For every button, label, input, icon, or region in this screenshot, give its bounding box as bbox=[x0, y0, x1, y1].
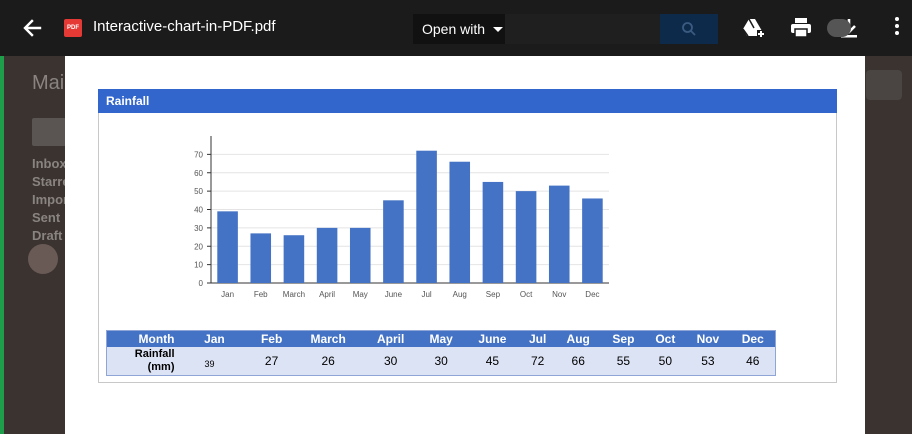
month-column-header: Jul bbox=[520, 330, 555, 347]
rainfall-row-label: Rainfall (mm) bbox=[106, 346, 179, 376]
open-with-button[interactable]: Open with bbox=[413, 14, 505, 44]
month-column-header: Dec bbox=[730, 330, 776, 347]
table-row: Rainfall (mm) 39 27 26 30 30 45 72 66 55 50 53 46 bbox=[106, 346, 776, 376]
background-nav-item: Impor bbox=[32, 192, 69, 207]
search-button[interactable] bbox=[660, 14, 718, 44]
y-tick-label: 70 bbox=[194, 150, 203, 159]
month-column-header: Sep bbox=[601, 330, 646, 347]
rainfall-header: Rainfall bbox=[98, 89, 837, 113]
rainfall-value-cell: 26 bbox=[292, 346, 364, 376]
month-column-header: Jan bbox=[178, 330, 251, 347]
x-tick-label: Dec bbox=[585, 290, 599, 299]
open-with-label: Open with bbox=[422, 21, 486, 37]
x-tick-label: Feb bbox=[254, 290, 268, 299]
background-nav-item: Draft bbox=[32, 228, 63, 243]
chart-container bbox=[98, 113, 837, 383]
rainfall-value-cell: 50 bbox=[645, 346, 686, 376]
bar-may bbox=[349, 227, 371, 283]
x-tick-label: Aug bbox=[453, 290, 467, 299]
table-header-row: Month Jan Feb March April May June Jul Aug Sep Oc… bbox=[106, 330, 776, 347]
rainfall-value-cell: 39 bbox=[178, 346, 251, 376]
search-icon bbox=[682, 22, 696, 36]
month-column-header: Aug bbox=[554, 330, 602, 347]
bar-nov bbox=[548, 185, 570, 283]
background-toggle bbox=[827, 19, 851, 37]
background-settings-icon bbox=[866, 70, 902, 100]
rainfall-value-cell: 27 bbox=[250, 346, 293, 376]
x-tick-label: Nov bbox=[552, 290, 566, 299]
back-arrow-icon[interactable] bbox=[18, 14, 48, 42]
rainfall-row-label-line1: Rainfall bbox=[134, 347, 175, 360]
search-input[interactable] bbox=[505, 14, 660, 44]
bar-april bbox=[316, 227, 338, 283]
bar-jul bbox=[416, 150, 437, 283]
bar-march bbox=[283, 235, 305, 283]
viewer-toolbar: PDF Interactive-chart-in-PDF.pdf Open wi… bbox=[0, 0, 912, 56]
month-header: Month bbox=[106, 330, 179, 347]
y-tick-label: 50 bbox=[194, 187, 203, 196]
x-tick-label: April bbox=[319, 290, 335, 299]
x-tick-label: March bbox=[283, 290, 305, 299]
file-name: Interactive-chart-in-PDF.pdf bbox=[93, 18, 276, 35]
background-avatar bbox=[28, 244, 58, 274]
rainfall-value-cell: 66 bbox=[554, 346, 602, 376]
bar-oct bbox=[515, 191, 537, 283]
x-tick-label: Sep bbox=[486, 290, 501, 299]
rainfall-value-cell: 45 bbox=[464, 346, 521, 376]
rainfall-bar-chart: 0 10 20 30 40 50 60 70 Jan Feb March April May June Ju… bbox=[194, 136, 609, 299]
bar-feb bbox=[250, 233, 272, 283]
rainfall-value-cell: 53 bbox=[685, 346, 731, 376]
rainfall-value-cell: 55 bbox=[601, 346, 646, 376]
rainfall-value-cell: 30 bbox=[417, 346, 465, 376]
background-nav-item: Starre bbox=[32, 174, 70, 189]
chevron-down-icon bbox=[493, 26, 504, 32]
y-tick-label: 60 bbox=[194, 169, 203, 178]
rainfall-row-label-line2: (mm) bbox=[147, 360, 175, 373]
month-column-header: April bbox=[363, 330, 418, 347]
month-column-header: March bbox=[292, 330, 364, 347]
rainfall-value-cell: 72 bbox=[520, 346, 555, 376]
background-nav-item: Inbox bbox=[32, 156, 67, 171]
pdf-page: Rainfall 0 10 20 30 40 50 60 70 Jan Feb March April… bbox=[65, 56, 865, 434]
rainfall-table: Month Jan Feb March April May June Jul Aug Sep Oc… bbox=[106, 330, 776, 376]
bar-june bbox=[383, 200, 404, 283]
background-mail-label: Mail bbox=[32, 72, 69, 94]
background-compose-button bbox=[32, 118, 66, 146]
rainfall-value-cell: 46 bbox=[730, 346, 776, 376]
add-to-drive-icon[interactable] bbox=[741, 16, 765, 40]
x-tick-label: Jul bbox=[421, 290, 431, 299]
month-column-header: Oct bbox=[645, 330, 686, 347]
y-tick-label: 10 bbox=[194, 261, 203, 270]
background-nav-item: Sent bbox=[32, 210, 61, 225]
bar-jan bbox=[217, 211, 238, 283]
x-tick-label: June bbox=[385, 290, 403, 299]
x-tick-label: May bbox=[353, 290, 368, 299]
y-tick-label: 30 bbox=[194, 224, 203, 233]
month-column-header: Nov bbox=[685, 330, 731, 347]
y-tick-label: 40 bbox=[194, 206, 203, 215]
month-column-header: Feb bbox=[250, 330, 293, 347]
x-tick-label: Oct bbox=[520, 290, 533, 299]
month-column-header: June bbox=[464, 330, 521, 347]
bar-aug bbox=[449, 161, 471, 283]
print-icon[interactable] bbox=[789, 16, 813, 40]
month-column-header: May bbox=[417, 330, 465, 347]
rainfall-value-cell: 30 bbox=[363, 346, 418, 376]
y-tick-label: 0 bbox=[199, 279, 204, 288]
pdf-file-icon: PDF bbox=[64, 19, 82, 37]
y-tick-label: 20 bbox=[194, 242, 203, 251]
x-tick-label: Jan bbox=[221, 290, 234, 299]
background-strip bbox=[0, 0, 4, 434]
bar-sep bbox=[482, 181, 504, 283]
more-options-icon[interactable] bbox=[894, 17, 900, 39]
bar-dec bbox=[582, 198, 603, 283]
